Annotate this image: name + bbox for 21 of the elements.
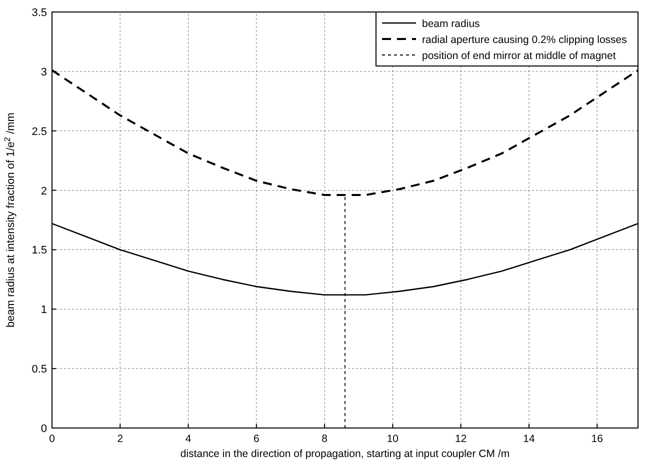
x-tick-label: 4 xyxy=(185,433,192,445)
y-tick-label: 0 xyxy=(40,423,47,435)
y-tick-label: 2 xyxy=(40,185,47,198)
x-tick-label: 16 xyxy=(591,433,604,445)
y-tick-label: 2.5 xyxy=(32,126,47,138)
y-tick-label: 1.5 xyxy=(32,244,47,257)
x-tick-label: 6 xyxy=(253,433,260,445)
y-tick-label: 3 xyxy=(40,66,47,78)
legend-label: radial aperture causing 0.2% clipping losses xyxy=(422,34,627,46)
y-tick-label: 0.5 xyxy=(32,364,47,376)
x-tick-label: 0 xyxy=(49,433,56,445)
x-tick-label: 14 xyxy=(523,433,535,445)
y-tick-label: 1 xyxy=(40,304,47,316)
y-tick-label: 3.5 xyxy=(32,7,47,19)
legend-label: position of end mirror at middle of magnet xyxy=(422,50,616,62)
x-tick-label: 10 xyxy=(386,433,399,445)
x-tick-label: 2 xyxy=(117,433,124,445)
x-tick-label: 8 xyxy=(322,433,328,445)
x-tick-label: 12 xyxy=(454,433,467,445)
x-axis-title: distance in the direction of propagation, starting at input coupler CM /m xyxy=(180,448,510,460)
legend-label: beam radius xyxy=(422,18,480,30)
